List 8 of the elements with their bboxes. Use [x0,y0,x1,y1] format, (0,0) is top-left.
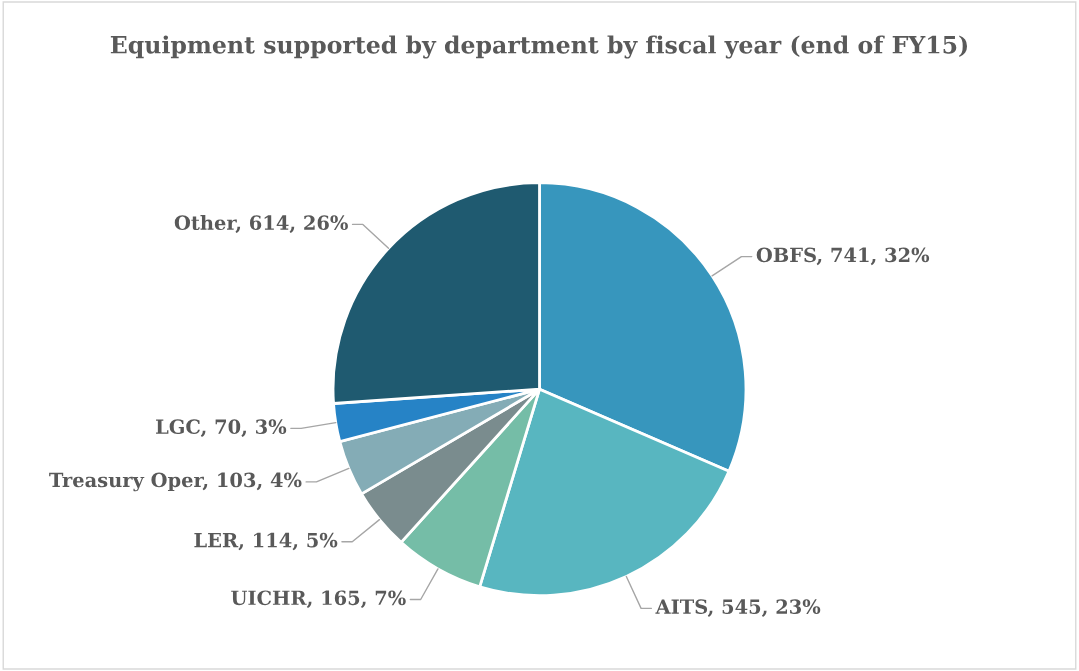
chart-title: Equipment supported by department by fiscal year (end of FY15) [110,35,967,59]
slice-label: Other, 614, 26% [174,215,348,233]
slice-label: UICHR, 165, 7% [231,590,406,609]
slice-label: AITS, 545, 23% [655,599,821,617]
slice-label: LER, 114, 5% [194,532,338,551]
slice-label: Treasury Oper, 103, 4% [49,472,302,492]
slice-label: OBFS, 741, 32% [756,247,930,266]
slice-label: LGC, 70, 3% [156,419,287,437]
